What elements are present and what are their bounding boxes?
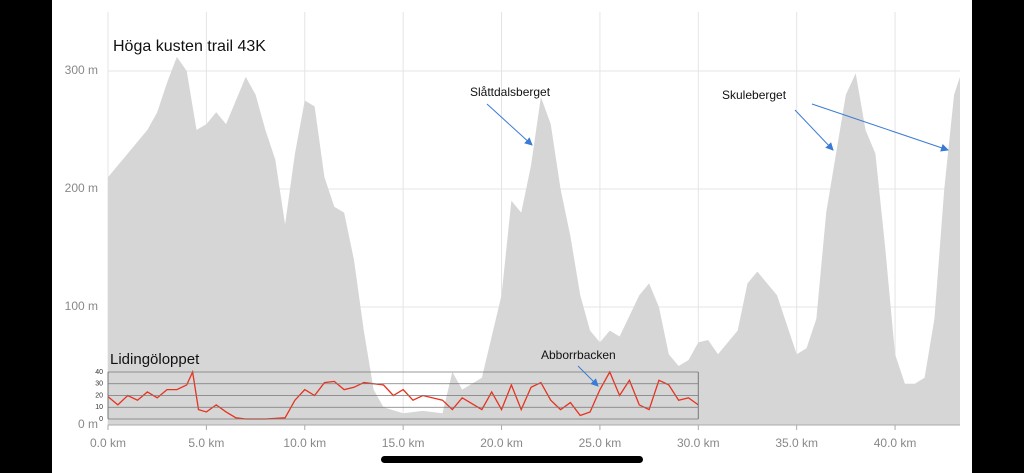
y-tick-label: 0 m: [78, 417, 98, 431]
x-tick-label: 20.0 km: [480, 436, 523, 450]
arrows: [486, 103, 949, 387]
x-tick-label: 5.0 km: [188, 436, 224, 450]
arrow: [577, 365, 599, 387]
x-tick-label: 15.0 km: [382, 436, 425, 450]
x-tick-label: 30.0 km: [677, 436, 720, 450]
annotation: Abborrbacken: [541, 348, 616, 362]
line: [107, 369, 699, 420]
annotation: Skuleberget: [722, 88, 787, 102]
area: [108, 56, 960, 426]
y-tick-label: 200 m: [65, 181, 98, 195]
y-tick-label: 40: [95, 369, 103, 376]
arrow: [811, 103, 949, 152]
x-tick-label: 25.0 km: [579, 436, 622, 450]
inset-title: Lidingöloppet: [110, 351, 200, 368]
arrow: [794, 109, 834, 151]
x-tick-label: 40.0 km: [874, 436, 917, 450]
y-tick-label: 30: [95, 381, 103, 388]
x-tick-label: 0.0 km: [90, 436, 126, 450]
y-tick-label: 100 m: [65, 299, 98, 313]
annotation: Slåttdalsberget: [470, 85, 551, 99]
home-indicator: [381, 456, 643, 463]
x-tick-label: 10.0 km: [283, 436, 326, 450]
plot: 0.0 km 5.0 km 10.0 km 15.0 km 20.0 km 25.0 km…: [65, 12, 960, 450]
chart-title: Höga kusten trail 43K: [113, 38, 266, 55]
x-tick-label: 35.0 km: [775, 436, 818, 450]
y-tick-label: 20: [95, 392, 103, 399]
y-tick-label: 0: [99, 416, 103, 423]
arrow: [486, 103, 533, 146]
y-tick-label: 10: [95, 404, 103, 411]
y-tick-label: 300 m: [65, 63, 98, 77]
